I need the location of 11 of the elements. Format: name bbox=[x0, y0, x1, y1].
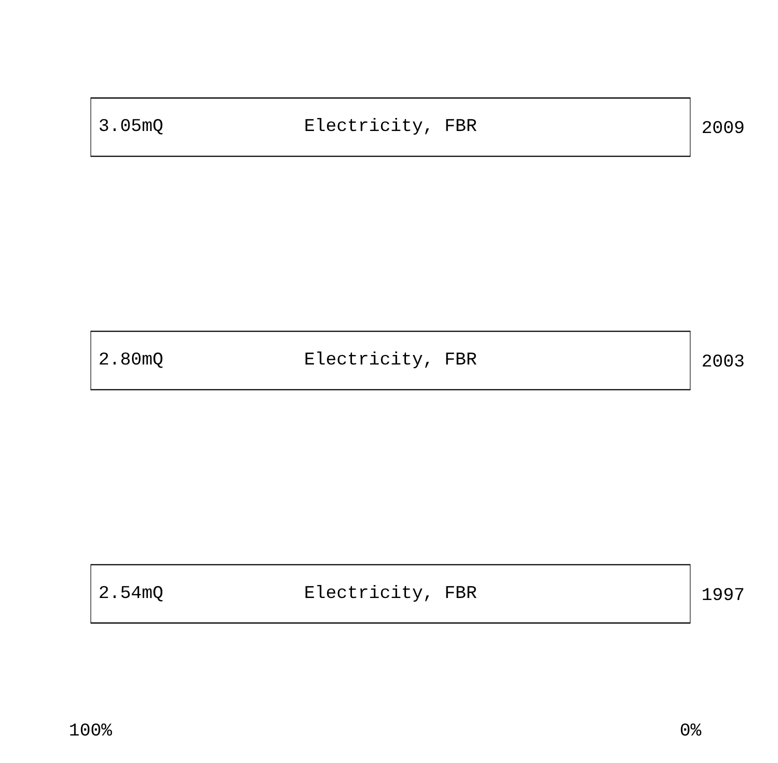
annotation: 2.80mQ bbox=[98, 350, 164, 370]
series-label: Electricity, FBR bbox=[304, 584, 478, 604]
annotation: 2.54mQ bbox=[98, 584, 164, 604]
y-tick-label: 2003 bbox=[702, 352, 745, 372]
text: Electricity, FBR bbox=[304, 350, 477, 370]
x-tick-label: 100% bbox=[68, 722, 112, 742]
y-tick-label: 1997 bbox=[702, 586, 745, 606]
text: Electricity, FBR bbox=[304, 117, 477, 138]
annotation: 3.05mQ bbox=[98, 117, 164, 138]
y-tick-label: 2009 bbox=[702, 119, 745, 140]
x-tick-label: 0% bbox=[680, 722, 702, 742]
